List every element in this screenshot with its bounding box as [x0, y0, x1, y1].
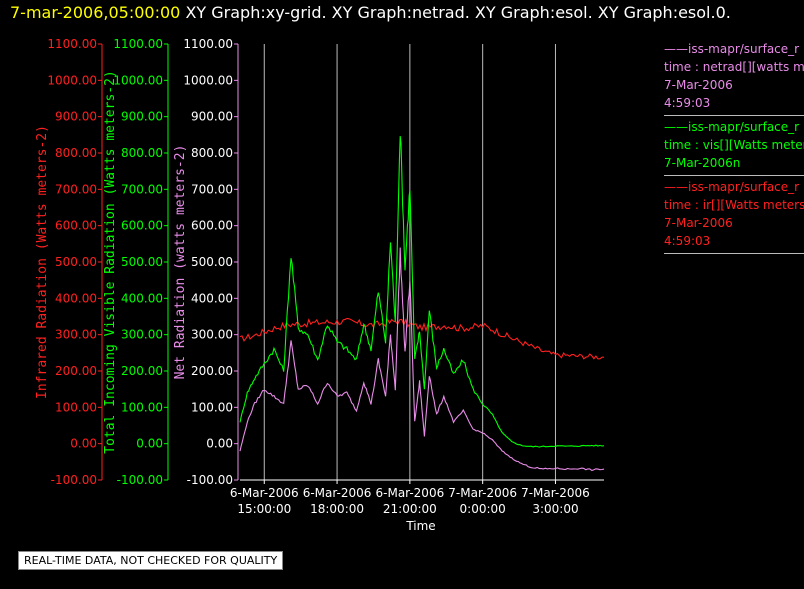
page-title: 7-mar-2006,05:00:00 XY Graph:xy-grid. XY…	[10, 3, 731, 22]
legend-text: ——iss-mapr/surface_r	[664, 42, 800, 56]
y-axis-title: Infrared Radiation (Watts meters-2)	[35, 125, 50, 399]
y-tick-label: 0.00	[70, 437, 97, 451]
y-tick-label: 900.00	[191, 110, 233, 124]
y-tick-label: 700.00	[121, 182, 163, 196]
x-tick-label: 0:00:00	[460, 502, 506, 516]
x-tick-label: 6-Mar-2006	[303, 486, 372, 500]
x-tick-label: 6-Mar-2006	[230, 486, 299, 500]
y-tick-label: 500.00	[191, 255, 233, 269]
x-tick-label: 21:00:00	[383, 502, 437, 516]
legend-text: time : vis[][Watts meter	[664, 138, 804, 152]
title-graphs: XY Graph:xy-grid. XY Graph:netrad. XY Gr…	[185, 3, 731, 22]
legend-text: 7-Mar-2006	[664, 216, 733, 230]
series-line	[239, 247, 605, 472]
y-tick-label: 600.00	[191, 219, 233, 233]
y-tick-label: 400.00	[121, 291, 163, 305]
y-tick-label: 1100.00	[183, 37, 233, 51]
y-tick-label: 400.00	[55, 291, 97, 305]
quality-note: REAL-TIME DATA, NOT CHECKED FOR QUALITY	[18, 551, 284, 570]
y-tick-label: 300.00	[55, 328, 97, 342]
y-tick-label: -100.00	[117, 473, 163, 487]
y-tick-label: 1000.00	[113, 73, 163, 87]
y-tick-label: 1100.00	[113, 37, 163, 51]
x-axis-title: Time	[405, 519, 435, 533]
y-axis-title: Total Incoming Visible Radiation (Watts …	[103, 70, 118, 454]
legend-text: time : ir[][Watts meters	[664, 198, 804, 212]
y-tick-label: 100.00	[55, 400, 97, 414]
legend-text: 4:59:03	[664, 234, 711, 248]
x-tick-label: 3:00:00	[532, 502, 578, 516]
y-tick-label: 1000.00	[183, 73, 233, 87]
y-tick-label: 100.00	[191, 400, 233, 414]
y-tick-label: -100.00	[187, 473, 233, 487]
legend-text: 4:59:03	[664, 96, 711, 110]
y-tick-label: 300.00	[191, 328, 233, 342]
y-tick-label: 400.00	[191, 291, 233, 305]
legend-text: ——iss-mapr/surface_r	[664, 120, 800, 134]
legend-text: time : netrad[][watts me	[664, 60, 804, 74]
y-tick-label: 700.00	[55, 182, 97, 196]
legend-text: ——iss-mapr/surface_r	[664, 180, 800, 194]
y-tick-label: 900.00	[55, 110, 97, 124]
x-tick-label: 7-Mar-2006	[448, 486, 517, 500]
y-tick-label: 200.00	[191, 364, 233, 378]
tick-labels: -100.00 0.00 100.00 200.00 300.00 400.00 500.0…	[35, 37, 590, 533]
x-tick-label: 18:00:00	[310, 502, 364, 516]
y-tick-label: -100.00	[51, 473, 97, 487]
y-axis-title: Net Radiation (watts meters-2)	[173, 145, 188, 380]
y-tick-label: 300.00	[121, 328, 163, 342]
y-tick-label: 800.00	[191, 146, 233, 160]
x-tick-label: 6-Mar-2006	[376, 486, 445, 500]
y-tick-label: 200.00	[121, 364, 163, 378]
x-tick-label: 7-Mar-2006	[521, 486, 590, 500]
x-tick-label: 15:00:00	[237, 502, 291, 516]
y-tick-label: 800.00	[121, 146, 163, 160]
series-line	[239, 136, 605, 448]
axes	[98, 43, 604, 484]
y-tick-label: 500.00	[55, 255, 97, 269]
y-tick-label: 900.00	[121, 110, 163, 124]
y-tick-label: 1100.00	[47, 37, 97, 51]
y-tick-label: 0.00	[206, 437, 233, 451]
title-date: 7-mar-2006,05:00:00	[10, 3, 181, 22]
y-tick-label: 0.00	[136, 437, 163, 451]
y-tick-label: 500.00	[121, 255, 163, 269]
y-tick-label: 100.00	[121, 400, 163, 414]
y-tick-label: 700.00	[191, 182, 233, 196]
y-tick-label: 1000.00	[47, 73, 97, 87]
y-tick-label: 600.00	[55, 219, 97, 233]
series-line	[239, 317, 604, 360]
grid-lines	[263, 44, 556, 480]
y-tick-label: 200.00	[55, 364, 97, 378]
series-lines	[239, 136, 605, 472]
legend-text: 7-Mar-2006n	[664, 156, 741, 170]
legend-text: 7-Mar-2006	[664, 78, 733, 92]
y-tick-label: 600.00	[121, 219, 163, 233]
y-tick-label: 800.00	[55, 146, 97, 160]
